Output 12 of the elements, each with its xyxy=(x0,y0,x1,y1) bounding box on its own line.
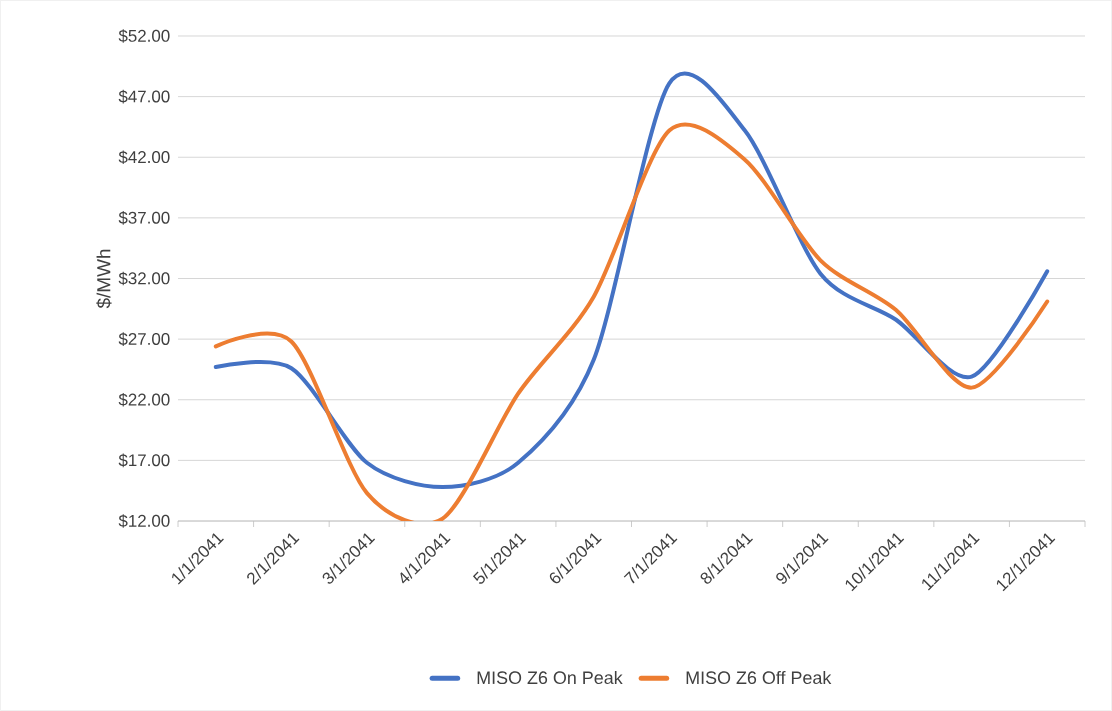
y-tick-label: $47.00 xyxy=(118,89,170,104)
y-tick-label: $12.00 xyxy=(118,514,170,528)
y-tick-label: $32.00 xyxy=(118,271,170,286)
legend-label: MISO Z6 On Peak xyxy=(477,670,623,685)
y-tick-label: $27.00 xyxy=(118,332,170,346)
y-tick-label: $22.00 xyxy=(118,392,170,407)
legend-label: MISO Z6 Off Peak xyxy=(686,670,832,685)
y-tick-label: $42.00 xyxy=(118,150,170,165)
y-tick-label: $17.00 xyxy=(118,453,170,468)
y-axis-title: $/MWh xyxy=(96,249,112,309)
y-tick-label: $37.00 xyxy=(118,211,170,225)
y-tick-label: $52.00 xyxy=(118,29,170,43)
